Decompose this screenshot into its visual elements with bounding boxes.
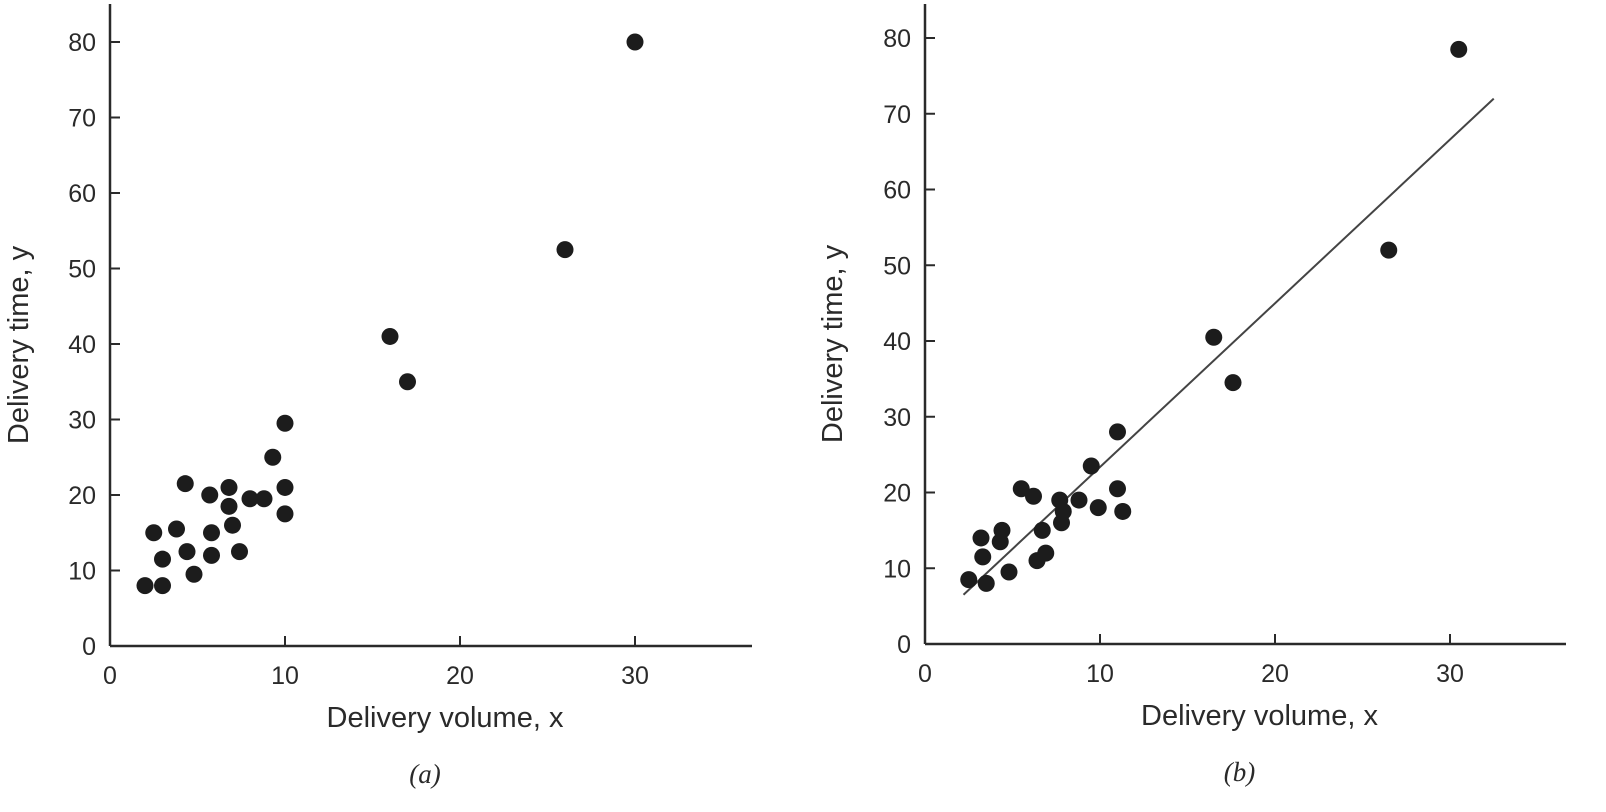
- panel-b-data-point: [1025, 487, 1042, 505]
- panel-b-data-point: [1089, 499, 1107, 517]
- panel-b-data-point: [1054, 502, 1072, 520]
- panel-a-y-tick-label: 0: [82, 633, 96, 661]
- panel-a-data-point: [203, 524, 220, 542]
- panel-a-y-tick-label: 80: [68, 29, 96, 57]
- panel-a-data-point: [178, 543, 196, 561]
- panel-b-data-point: [993, 521, 1011, 539]
- panel-a-data-point: [154, 550, 171, 568]
- panel-a-data-point: [276, 414, 294, 432]
- panel-a-data-point: [220, 478, 238, 496]
- panel-a-data-point: [145, 524, 163, 542]
- panel-a-data-point: [276, 505, 294, 523]
- panel-b-data-point: [1109, 423, 1126, 441]
- panel-a-data-point: [241, 490, 259, 508]
- panel-b-data-point: [1114, 502, 1132, 520]
- panel-b-y-axis-label: Delivery time, y: [817, 244, 849, 443]
- panel-a-data-point: [203, 546, 220, 564]
- panel-b-fit-line: [962, 97, 1495, 596]
- panel-a-data-point: [185, 565, 203, 583]
- panel-a-data-point: [255, 490, 273, 508]
- panel-a-y-tick-label: 40: [68, 331, 96, 359]
- panel-b-y-tick-label: 70: [883, 101, 911, 129]
- panel-a-data-point: [224, 516, 241, 534]
- panel-b-x-tick-label: 10: [1086, 660, 1114, 688]
- panel-a-data-point: [231, 543, 248, 561]
- panel-b-data-point: [974, 548, 992, 566]
- panel-b-data-point: [1205, 328, 1223, 346]
- panel-a-data-point: [220, 497, 238, 515]
- panel-a-data-point: [381, 327, 399, 345]
- panel-b-y-tick-label: 10: [883, 555, 911, 583]
- panel-a-data-point: [168, 520, 185, 538]
- panel-b-data-point: [1033, 521, 1051, 539]
- panel-a-y-tick-label: 60: [68, 180, 96, 208]
- panel-a-data-point: [136, 577, 154, 595]
- panel-a-x-tick-label: 10: [271, 662, 299, 690]
- panel-b-data-point: [1450, 40, 1468, 58]
- panel-b-data-point: [1109, 480, 1126, 498]
- panel-b-subtitle: (b): [1224, 757, 1255, 787]
- panel-b-data-point: [1000, 563, 1018, 581]
- panel-b-x-axis-label: Delivery volume, x: [1141, 700, 1378, 732]
- panel-b-data-point: [972, 529, 990, 547]
- panel-a-data-point: [626, 33, 644, 51]
- panel-b-data-point: [1224, 374, 1242, 392]
- panel-b-x-tick-label: 20: [1261, 660, 1289, 688]
- panel-a-data-point: [264, 448, 282, 466]
- panel-a-data-point: [154, 577, 171, 595]
- panel-a-y-tick-label: 50: [68, 256, 96, 284]
- panel-a-data-point: [201, 486, 219, 504]
- panel-b-data-point: [1037, 544, 1055, 562]
- panel-a-data-point: [276, 478, 294, 496]
- panel-b-y-tick-label: 20: [883, 480, 911, 508]
- panel-a-data-point: [556, 241, 574, 259]
- panel-b-data-point: [960, 571, 978, 589]
- panel-a-y-tick-label: 30: [68, 407, 96, 435]
- panel-a-y-tick-label: 10: [68, 558, 96, 586]
- panel-b-data-point: [1082, 457, 1100, 475]
- panel-b-data-point: [1070, 491, 1088, 509]
- panel-b-x-tick-label: 0: [918, 660, 932, 688]
- panel-a-x-tick-label: 20: [446, 662, 474, 690]
- panel-b-y-tick-label: 0: [897, 631, 911, 659]
- panel-b-y-tick-label: 80: [883, 25, 911, 53]
- panel-b-y-tick-label: 60: [883, 177, 911, 205]
- panel-a-y-tick-label: 70: [68, 105, 96, 133]
- panel-a-x-tick-label: 30: [621, 662, 649, 690]
- panel-a-subtitle: (a): [409, 759, 440, 789]
- panel-b-x-tick-label: 30: [1436, 660, 1464, 688]
- panel-b-y-tick-label: 50: [883, 252, 911, 280]
- panel-a-data-point: [399, 373, 416, 391]
- panel-a-x-tick-label: 0: [103, 662, 117, 690]
- panel-b-y-tick-label: 40: [883, 328, 911, 356]
- panel-a-y-axis-label: Delivery time, y: [3, 245, 35, 444]
- panel-b-data-point: [977, 574, 995, 592]
- panel-a-y-tick-label: 20: [68, 482, 96, 510]
- panel-b-y-tick-label: 30: [883, 404, 911, 432]
- panel-a-data-point: [176, 475, 194, 493]
- panel-b-data-point: [1380, 241, 1398, 259]
- panel-b-data-point: [1012, 480, 1030, 498]
- panel-a-x-axis-label: Delivery volume, x: [327, 702, 564, 734]
